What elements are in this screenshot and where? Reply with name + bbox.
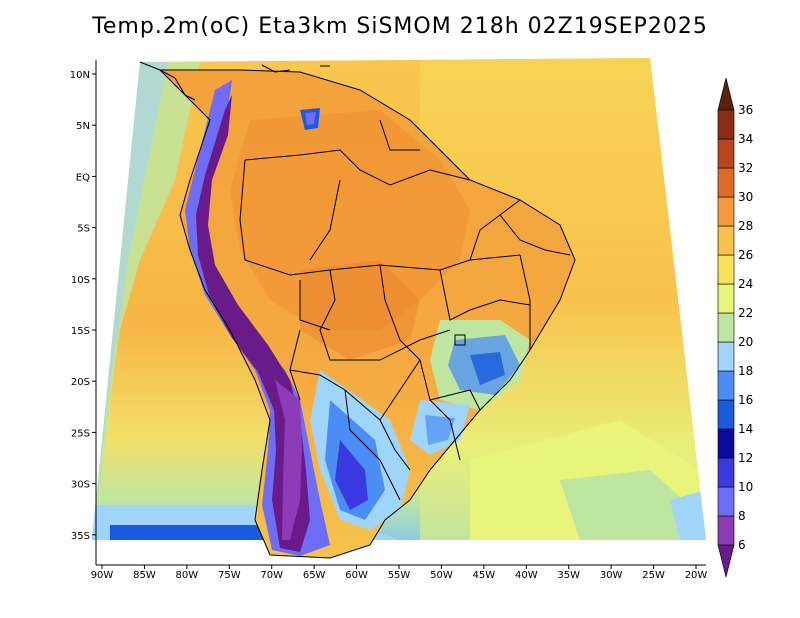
lon-tick-label: 60W bbox=[345, 570, 368, 581]
lat-tick-label: 10S bbox=[71, 275, 90, 286]
lon-tick-label: 75W bbox=[218, 570, 241, 581]
colorbar-swatch bbox=[717, 486, 735, 517]
colorbar-label: 32 bbox=[738, 161, 753, 175]
lon-tick-label: 65W bbox=[303, 570, 326, 581]
colorbar-label: 18 bbox=[738, 364, 753, 378]
colorbar-min-arrow bbox=[717, 544, 735, 578]
colorbar-label: 8 bbox=[738, 509, 746, 523]
colorbar-label: 26 bbox=[738, 248, 753, 262]
lon-tick-label: 85W bbox=[133, 570, 156, 581]
lat-tick-label: 10N bbox=[70, 70, 90, 81]
lon-tick-label: 25W bbox=[642, 570, 665, 581]
colorbar-label: 20 bbox=[738, 335, 753, 349]
lon-tick-label: 80W bbox=[176, 570, 199, 581]
colorbar-swatch bbox=[717, 283, 735, 314]
colorbar-label: 28 bbox=[738, 219, 753, 233]
lon-tick-label: 90W bbox=[91, 570, 114, 581]
coastline-north bbox=[139, 61, 330, 101]
lat-tick-label: 15S bbox=[71, 326, 90, 337]
colorbar-swatch bbox=[717, 109, 735, 140]
lon-tick-label: 45W bbox=[473, 570, 496, 581]
colorbar-swatch bbox=[717, 138, 735, 169]
lon-tick-label: 55W bbox=[388, 570, 411, 581]
longitude-ticks: 90W 85W 80W 75W 70W 65W 60W 55W 50W 45W 40W 35W 30W 2… bbox=[91, 565, 708, 581]
colorbar-swatch bbox=[717, 254, 735, 285]
colorbar-label: 12 bbox=[738, 451, 753, 465]
lon-tick-label: 70W bbox=[260, 570, 283, 581]
colorbar-swatch bbox=[717, 370, 735, 401]
colorbar-label: 36 bbox=[738, 103, 753, 117]
colorbar-swatch bbox=[717, 312, 735, 343]
temperature-colorbar: 6 8 10 12 14 16 18 20 22 24 26 28 30 32 34 36 bbox=[717, 77, 753, 578]
lat-tick-label: 35S bbox=[71, 531, 90, 542]
colorbar-swatch bbox=[717, 167, 735, 198]
colorbar-label: 30 bbox=[738, 190, 753, 204]
colorbar-swatch bbox=[717, 428, 735, 459]
colorbar-label: 22 bbox=[738, 306, 753, 320]
colorbar-label: 6 bbox=[738, 538, 746, 552]
lat-tick-label: 5S bbox=[77, 224, 90, 235]
lon-tick-label: 35W bbox=[557, 570, 580, 581]
colorbar-swatch bbox=[717, 515, 735, 546]
lat-tick-label: EQ bbox=[76, 172, 90, 183]
colorbar-label: 16 bbox=[738, 393, 753, 407]
continent-land bbox=[160, 70, 575, 558]
latitude-ticks: 10N 5N EQ 5S 10S 15S 20S 25S 30S 35S bbox=[70, 70, 96, 542]
lon-tick-label: 30W bbox=[600, 570, 623, 581]
lat-tick-label: 25S bbox=[71, 428, 90, 439]
lat-tick-label: 5N bbox=[76, 121, 90, 132]
colorbar-label: 10 bbox=[738, 480, 753, 494]
lon-tick-label: 20W bbox=[685, 570, 708, 581]
lat-tick-label: 20S bbox=[71, 377, 90, 388]
colorbar-label: 34 bbox=[738, 132, 753, 146]
colorbar-label: 14 bbox=[738, 422, 753, 436]
political-borders bbox=[158, 69, 576, 559]
lon-tick-label: 50W bbox=[430, 570, 453, 581]
map-axes bbox=[95, 60, 706, 566]
map-title: Temp.2m(oC) Eta3km SiSMOM 218h 02Z19SEP2… bbox=[92, 14, 708, 39]
colorbar-swatch bbox=[717, 341, 735, 372]
colorbar-label: 24 bbox=[738, 277, 753, 291]
colorbar-max-arrow bbox=[717, 77, 735, 111]
lon-tick-label: 40W bbox=[515, 570, 538, 581]
colorbar-swatch bbox=[717, 225, 735, 256]
lat-tick-label: 30S bbox=[71, 480, 90, 491]
colorbar-swatch bbox=[717, 196, 735, 227]
colorbar-swatch bbox=[717, 399, 735, 430]
colorbar-swatch bbox=[717, 457, 735, 488]
